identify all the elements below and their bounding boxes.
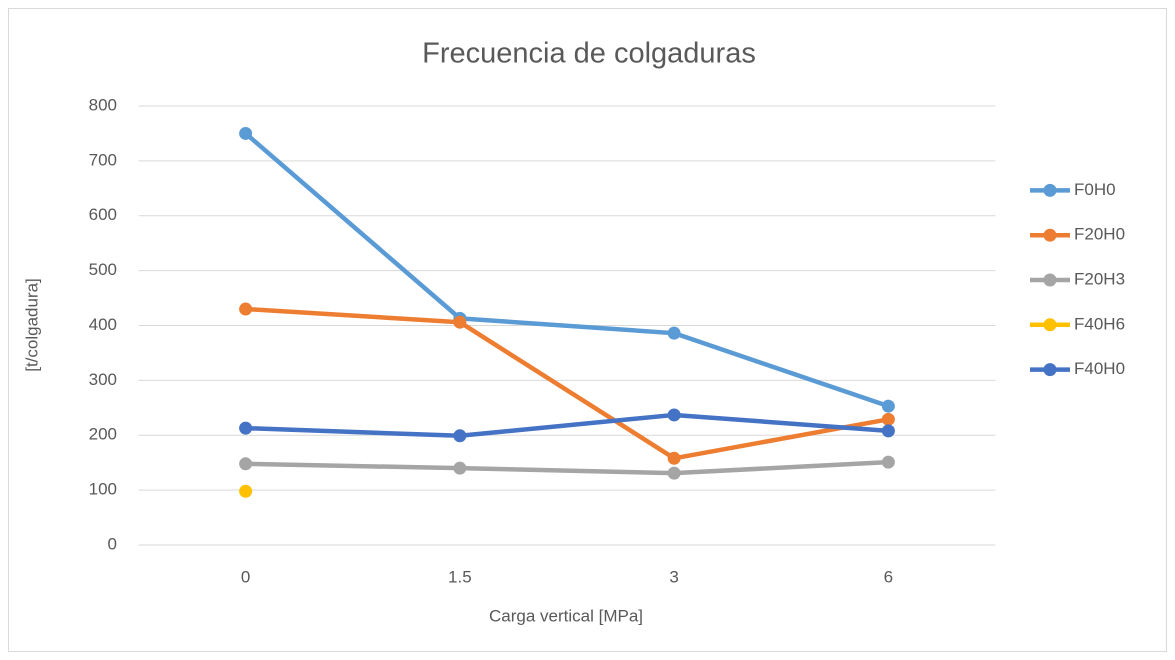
x-axis-title: Carga vertical [MPa] — [489, 606, 643, 625]
legend-marker — [1043, 363, 1057, 377]
point — [667, 451, 681, 465]
legend-marker — [1043, 183, 1057, 197]
series-line — [243, 131, 891, 409]
point — [881, 424, 895, 438]
point — [881, 455, 895, 469]
point — [239, 421, 253, 435]
point — [453, 429, 467, 443]
x-tick-label: 1.5 — [448, 567, 472, 586]
point — [881, 412, 895, 426]
chart-title: Frecuencia de colgaduras — [422, 38, 756, 70]
point — [667, 466, 681, 480]
legend-label: F40H6 — [1074, 314, 1125, 333]
legend-marker — [1043, 318, 1057, 332]
point — [239, 457, 253, 471]
point — [881, 399, 895, 413]
y-tick-label: 400 — [89, 315, 117, 334]
series-line — [243, 412, 891, 439]
legend-label: F20H0 — [1074, 225, 1125, 244]
point — [239, 126, 253, 140]
y-tick-label: 200 — [89, 425, 117, 444]
chart-border — [8, 8, 1167, 652]
y-tick-label: 700 — [89, 150, 117, 169]
legend-marker — [1043, 228, 1057, 242]
series-line — [243, 459, 891, 476]
point — [239, 302, 253, 316]
point — [453, 461, 467, 475]
y-axis-title: [t/colgadura] — [22, 278, 41, 372]
legend-label: F0H0 — [1074, 180, 1116, 199]
y-tick-label: 800 — [89, 95, 117, 114]
point — [667, 408, 681, 422]
y-tick-label: 300 — [89, 370, 117, 389]
point — [239, 484, 253, 498]
legend-label: F40H0 — [1074, 359, 1125, 378]
x-tick-label: 0 — [241, 567, 250, 586]
y-tick-label: 500 — [89, 260, 117, 279]
y-tick-label: 100 — [89, 480, 117, 499]
y-tick-label: 0 — [108, 534, 117, 553]
point — [453, 315, 467, 329]
x-tick-label: 3 — [669, 567, 678, 586]
point — [667, 326, 681, 340]
y-tick-label: 600 — [89, 205, 117, 224]
x-tick-label: 6 — [884, 567, 893, 586]
legend-label: F20H3 — [1074, 269, 1125, 288]
series-line — [243, 306, 891, 461]
legend-marker — [1043, 273, 1057, 287]
